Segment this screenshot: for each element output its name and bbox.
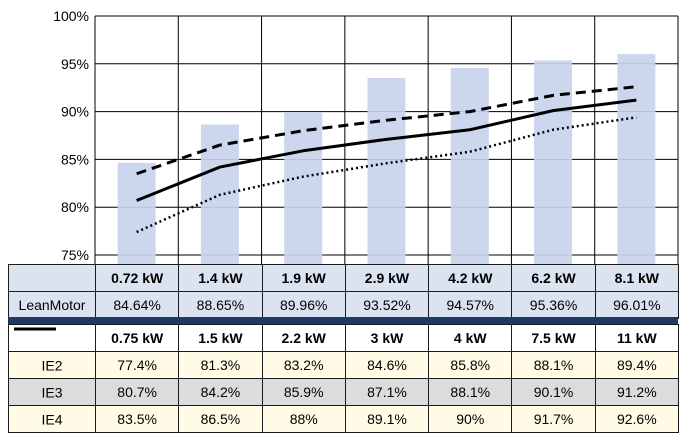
lm-value: 93.52% — [344, 291, 430, 319]
ie2-value: 85.8% — [428, 351, 513, 379]
lm-value: 94.57% — [428, 291, 513, 319]
ie3-value: 87.1% — [344, 378, 430, 406]
bar-leanmotor — [617, 54, 656, 264]
ie3-value: 80.7% — [94, 378, 180, 406]
leanmotor-label: LeanMotor — [8, 291, 96, 319]
y-tick-label: 80% — [61, 199, 89, 215]
ie-category: 1.5 kW — [178, 324, 263, 352]
lm-value: 88.65% — [178, 291, 263, 319]
ie3-row: IE3 80.7% 84.2% 85.9% 87.1% 88.1% 90.1% … — [8, 327, 679, 406]
ie2-label: IE2 — [41, 357, 63, 374]
ie3-value: 90.1% — [511, 378, 596, 406]
ie2-value: 77.4% — [94, 351, 180, 379]
ie4-value: 88% — [261, 405, 346, 433]
lm-category: 1.9 kW — [261, 264, 346, 292]
corner-cell — [8, 264, 96, 292]
ie3-value: 85.9% — [261, 378, 346, 406]
y-tick-label: 85% — [61, 151, 89, 167]
ie-classes-table: 0.75 kW 1.5 kW 2.2 kW 3 kW 4 kW 7.5 kW 1… — [8, 324, 679, 433]
lm-category: 4.2 kW — [428, 264, 513, 292]
ie4-label: IE4 — [41, 411, 63, 428]
bar-leanmotor — [450, 67, 489, 264]
lm-category: 0.72 kW — [94, 264, 180, 292]
ie-category: 3 kW — [344, 324, 430, 352]
ie2-value: 88.1% — [511, 351, 596, 379]
ie-category: 4 kW — [428, 324, 513, 352]
y-tick-label: 95% — [61, 56, 89, 72]
ie3-value: 88.1% — [428, 378, 513, 406]
ie3-value: 91.2% — [594, 378, 679, 406]
ie-category: 2.2 kW — [261, 324, 346, 352]
line-ie3 — [136, 98, 637, 202]
ie-header-row: 0.75 kW 1.5 kW 2.2 kW 3 kW 4 kW 7.5 kW 1… — [8, 324, 679, 352]
table-divider — [8, 317, 678, 324]
lm-value: 96.01% — [594, 291, 679, 319]
ie4-value: 86.5% — [178, 405, 263, 433]
ie3-value: 84.2% — [178, 378, 263, 406]
ie3-label: IE3 — [41, 384, 63, 401]
y-tick-label: 100% — [53, 8, 89, 24]
lm-value: 89.96% — [261, 291, 346, 319]
bar-leanmotor — [284, 111, 323, 265]
ie2-label-cell: IE2 — [8, 327, 96, 379]
lm-category: 6.2 kW — [511, 264, 596, 292]
ie4-value: 92.6% — [594, 405, 679, 433]
leanmotor-header-row: 0.72 kW 1.4 kW 1.9 kW 2.9 kW 4.2 kW 6.2 … — [8, 264, 679, 292]
ie3-label-cell: IE3 — [8, 327, 96, 406]
bar-leanmotor — [117, 162, 156, 264]
ie-category: 11 kW — [594, 324, 679, 352]
ie4-row: IE4 83.5% 86.5% 88% 89.1% 90% 91.7% 92.6… — [8, 327, 679, 433]
ie-category: 0.75 kW — [94, 324, 180, 352]
lm-value: 95.36% — [511, 291, 596, 319]
bar-leanmotor — [534, 60, 573, 264]
ie-category: 7.5 kW — [511, 324, 596, 352]
ie2-value: 89.4% — [594, 351, 679, 379]
lm-value: 84.64% — [94, 291, 180, 319]
lm-category: 2.9 kW — [344, 264, 430, 292]
ie2-value: 84.6% — [344, 351, 430, 379]
ie2-value: 83.2% — [261, 351, 346, 379]
ie4-value: 83.5% — [94, 405, 180, 433]
lm-category: 1.4 kW — [178, 264, 263, 292]
y-tick-label: 75% — [61, 247, 89, 263]
line-ie4 — [136, 85, 637, 176]
ie4-value: 91.7% — [511, 405, 596, 433]
leanmotor-value-row: LeanMotor 84.64% 88.65% 89.96% 93.52% 94… — [8, 291, 679, 319]
ie2-row: IE2 77.4% 81.3% 83.2% 84.6% 85.8% 88.1% … — [8, 327, 679, 379]
plot-area: 75% 80% 85% 90% 95% 100% — [53, 8, 679, 265]
ie4-label-cell: IE4 — [8, 327, 96, 433]
line-ie2 — [136, 116, 637, 234]
y-tick-label: 90% — [61, 104, 89, 120]
ie2-value: 81.3% — [178, 351, 263, 379]
bar-leanmotor — [367, 77, 406, 265]
ie4-value: 89.1% — [344, 405, 430, 433]
lm-category: 8.1 kW — [594, 264, 679, 292]
leanmotor-table: 0.72 kW 1.4 kW 1.9 kW 2.9 kW 4.2 kW 6.2 … — [8, 264, 679, 319]
ie4-value: 90% — [428, 405, 513, 433]
